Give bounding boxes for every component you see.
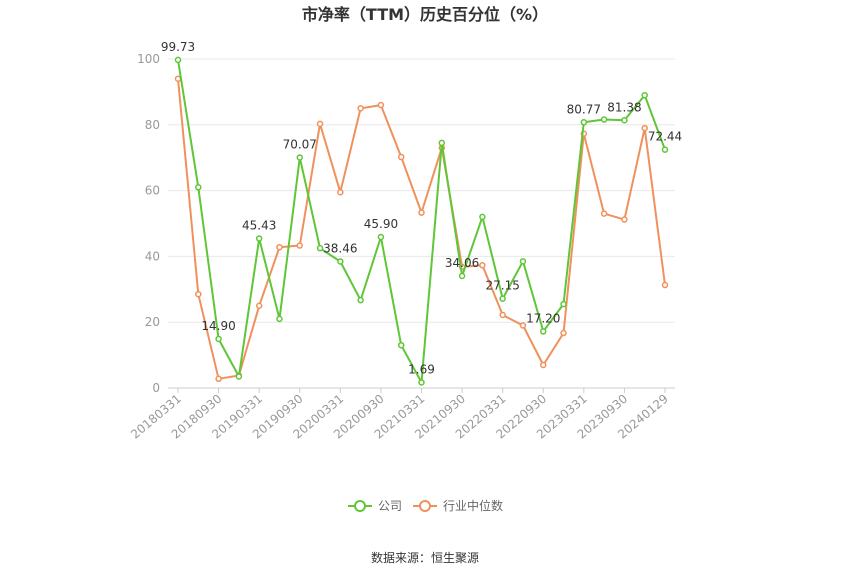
data-point[interactable]	[641, 124, 648, 132]
data-labels: 99.73 14.90 45.43 70.07 38.46 45.90 1.69 34.06 2…	[161, 40, 682, 377]
data-label: 45.43	[242, 219, 276, 233]
data-point[interactable]	[276, 243, 283, 251]
data-point[interactable]	[438, 139, 446, 147]
data-point[interactable]	[560, 300, 567, 308]
data-point[interactable]	[560, 329, 567, 337]
legend[interactable]: 公司 行业中位数	[348, 498, 503, 513]
data-source: 数据来源：恒生聚源	[371, 550, 479, 565]
data-point[interactable]	[458, 272, 466, 280]
data-point[interactable]	[580, 119, 588, 126]
data-point[interactable]	[661, 281, 669, 289]
data-point[interactable]	[397, 153, 405, 161]
data-point[interactable]	[621, 117, 628, 124]
data-label: 14.90	[201, 319, 235, 333]
data-point[interactable]	[316, 244, 324, 252]
data-point[interactable]	[418, 379, 425, 386]
data-point[interactable]	[418, 209, 425, 216]
data-point[interactable]	[540, 361, 547, 369]
data-point[interactable]	[600, 210, 608, 217]
data-label: 81.38	[607, 100, 641, 114]
data-point[interactable]	[519, 258, 527, 265]
data-point[interactable]	[519, 322, 527, 329]
data-point[interactable]	[397, 341, 405, 349]
data-label: 38.46	[323, 241, 357, 255]
data-point[interactable]	[276, 315, 283, 323]
data-point[interactable]	[621, 216, 628, 223]
legend-label: 行业中位数	[443, 498, 503, 513]
data-point[interactable]	[296, 154, 303, 161]
data-label: 17.20	[526, 311, 560, 325]
data-point[interactable]	[235, 373, 243, 380]
data-point[interactable]	[174, 56, 182, 64]
data-point[interactable]	[499, 295, 506, 302]
data-point[interactable]	[195, 290, 202, 298]
data-label: 70.07	[283, 137, 317, 151]
data-point[interactable]	[255, 235, 263, 242]
y-tick-label: 20	[145, 315, 160, 329]
data-point[interactable]	[499, 311, 506, 319]
y-tick-label: 60	[145, 184, 160, 198]
data-point[interactable]	[296, 242, 303, 249]
data-point[interactable]	[357, 296, 364, 304]
y-tick-label: 40	[145, 249, 160, 263]
data-point[interactable]	[337, 258, 344, 265]
grid	[168, 58, 675, 389]
data-point[interactable]	[255, 302, 263, 309]
series-layer	[174, 56, 669, 386]
legend-marker	[419, 500, 431, 512]
data-point[interactable]	[215, 335, 222, 343]
data-point[interactable]	[600, 116, 608, 123]
y-tick-label: 0	[152, 381, 160, 395]
data-label: 27.15	[485, 279, 519, 293]
data-point[interactable]	[195, 184, 202, 191]
data-point[interactable]	[641, 91, 648, 99]
legend-label: 公司	[378, 499, 402, 513]
data-label: 1.69	[408, 362, 435, 376]
legend-company[interactable]: 公司	[348, 499, 402, 513]
data-label: 72.44	[648, 130, 682, 144]
data-label: 99.73	[161, 40, 195, 54]
x-axis: 2018033120180930201903312019093020200331…	[128, 388, 671, 442]
data-label: 80.77	[567, 102, 601, 116]
data-point[interactable]	[479, 262, 486, 269]
data-point[interactable]	[316, 120, 324, 128]
chart-title: 市净率（TTM）历史百分位（%）	[302, 5, 548, 24]
y-tick-label: 80	[145, 118, 160, 132]
data-point[interactable]	[377, 233, 385, 241]
y-axis: 0 20 40 60 80 100	[137, 52, 160, 395]
data-point[interactable]	[661, 146, 669, 153]
legend-industry-median[interactable]: 行业中位数	[413, 498, 503, 513]
data-label: 34.06	[445, 256, 479, 270]
series-company	[174, 56, 669, 386]
data-point[interactable]	[479, 213, 486, 221]
data-point[interactable]	[377, 101, 385, 109]
data-point[interactable]	[357, 105, 364, 112]
data-point[interactable]	[215, 375, 222, 383]
data-point[interactable]	[337, 188, 344, 196]
data-point[interactable]	[540, 328, 547, 335]
legend-marker	[354, 500, 366, 512]
y-tick-label: 100	[137, 52, 160, 66]
data-label: 45.90	[364, 217, 398, 231]
